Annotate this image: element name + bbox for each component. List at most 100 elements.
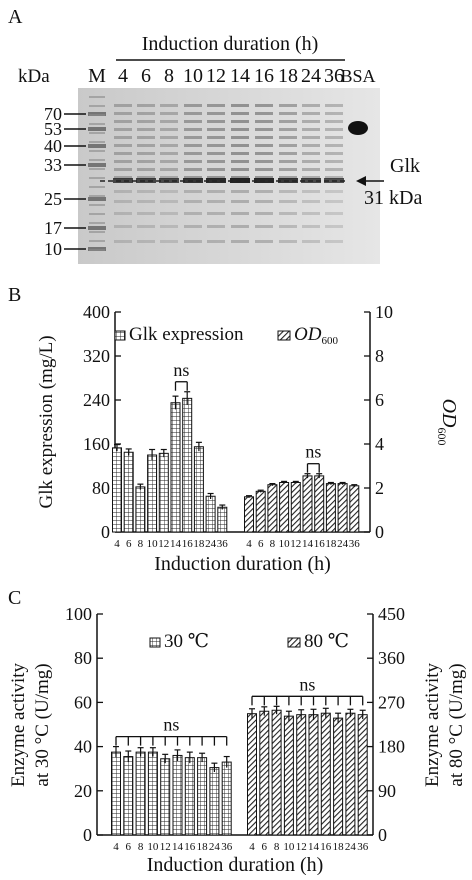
protein-band [207, 104, 225, 107]
protein-band [184, 168, 202, 171]
protein-band [207, 112, 225, 115]
bar [349, 485, 360, 533]
protein-band [255, 176, 273, 179]
protein-band [114, 225, 132, 228]
protein-band [325, 225, 343, 228]
x-tick-label: 4 [246, 538, 252, 550]
bar [357, 714, 368, 836]
protein-band [207, 200, 225, 203]
protein-band [325, 104, 343, 107]
y-tick-label-left: 400 [83, 302, 110, 322]
marker-faint-band [89, 213, 105, 215]
protein-band [114, 144, 132, 147]
bar [320, 712, 331, 836]
protein-band [231, 240, 249, 243]
protein-band [114, 136, 132, 139]
bar [259, 710, 270, 836]
x-tick-label: 14 [302, 538, 314, 550]
bar [111, 751, 121, 836]
protein-band [255, 144, 273, 147]
y-tick-label-right: 0 [375, 522, 384, 542]
y-tick-label-right: 6 [375, 390, 384, 410]
marker-faint-band [89, 114, 105, 116]
lane-label: 24 [301, 65, 321, 87]
protein-band [207, 190, 225, 193]
protein-band [184, 240, 202, 243]
protein-band [160, 120, 178, 123]
legend-label: 80 ℃ [304, 631, 349, 652]
bar [308, 714, 319, 836]
protein-band [160, 152, 178, 155]
x-tick-label: 18 [193, 538, 205, 550]
protein-band [302, 144, 320, 147]
protein-band [231, 136, 249, 139]
legend-swatch-hatch [287, 637, 301, 648]
bar [197, 757, 208, 836]
protein-band [279, 168, 297, 171]
marker-band [88, 127, 106, 131]
arrow-head-icon [356, 176, 366, 186]
protein-band [279, 104, 297, 107]
protein-band [114, 190, 132, 193]
protein-band [231, 176, 249, 179]
protein-band [255, 152, 273, 155]
legend-label: OD600 [294, 324, 338, 347]
bar [147, 454, 158, 533]
x-tick-label: 6 [258, 538, 264, 550]
protein-band [184, 136, 202, 139]
lane-label: 18 [278, 65, 298, 87]
protein-band [302, 152, 320, 155]
x-tick-label: 10 [147, 538, 159, 550]
bar [172, 754, 183, 836]
bar [244, 496, 254, 533]
x-tick-label: 36 [221, 841, 233, 853]
protein-band [255, 104, 273, 107]
bar [325, 483, 336, 533]
bar [247, 713, 257, 836]
bar [135, 486, 146, 533]
bar [209, 767, 220, 836]
x-tick-label: 24 [337, 538, 349, 550]
y-tick-label-left: 160 [83, 434, 110, 454]
protein-band [255, 200, 273, 203]
glk-band-kda: 31 kDa [364, 187, 422, 209]
x-tick-label: 6 [126, 841, 132, 853]
x-tick-label: 16 [320, 841, 332, 853]
protein-band [137, 176, 155, 179]
protein-band [137, 144, 155, 147]
protein-band [184, 212, 202, 215]
protein-band [255, 160, 273, 163]
x-tick-label: 12 [160, 841, 171, 853]
bar [184, 757, 195, 836]
protein-band [114, 152, 132, 155]
protein-band [207, 128, 225, 131]
x-tick-label: 36 [357, 841, 369, 853]
x-tick-label: 18 [325, 538, 337, 550]
protein-band [302, 176, 320, 179]
legend-swatch-grid [149, 637, 161, 648]
protein-band [137, 152, 155, 155]
lane-label: 36 [324, 65, 344, 87]
gel-header: Induction duration (h) [142, 33, 319, 55]
lane-label: 12 [206, 65, 226, 87]
bar [135, 751, 146, 836]
y-tick-label-right: 360 [378, 648, 405, 668]
protein-band [114, 128, 132, 131]
lane-label: 6 [141, 65, 151, 87]
bar [267, 484, 278, 533]
marker-faint-band [89, 231, 105, 233]
protein-band [325, 152, 343, 155]
y-tick-label-left: 80 [74, 648, 92, 668]
marker-faint-band [89, 168, 105, 170]
x-tick-label: 10 [279, 538, 291, 550]
protein-band [302, 190, 320, 193]
protein-band [279, 152, 297, 155]
kda-label: kDa [18, 66, 50, 87]
panel-b-label: B [8, 284, 22, 306]
protein-band [279, 225, 297, 228]
bar [279, 482, 290, 533]
marker-band [88, 163, 106, 167]
protein-band [302, 225, 320, 228]
bar [290, 482, 301, 533]
protein-band [207, 160, 225, 163]
